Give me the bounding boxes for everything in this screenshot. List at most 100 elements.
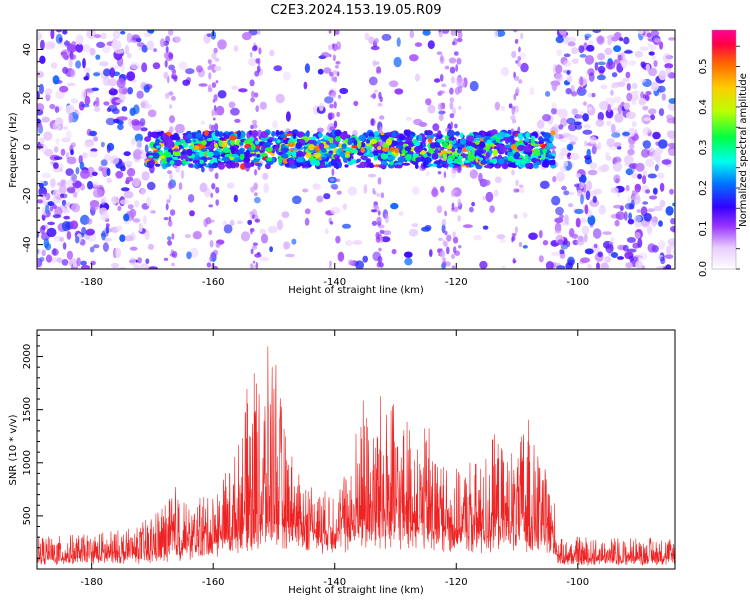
spectrogram-cell: [236, 130, 242, 138]
spectrogram-cell: [638, 97, 647, 106]
colorbar: 0.0 0.1 0.2 0.3 0.4 0.5 Normalized spectral a…: [698, 29, 749, 277]
spectrogram-cell: [163, 257, 169, 261]
spectrogram-cell: [604, 152, 610, 158]
spectrogram-cell: [591, 92, 596, 98]
spectrogram-cell: [339, 87, 349, 95]
spectrogram-cell: [617, 256, 624, 260]
spectrogram-cell: [131, 137, 136, 146]
spectrogram-cell: [497, 131, 506, 139]
spectrogram-cell: [161, 133, 167, 139]
spectrogram-cell: [140, 101, 146, 109]
spectrogram-cell: [542, 114, 551, 122]
spectrogram-cell: [124, 44, 130, 55]
spectrogram-cell: [582, 113, 589, 122]
spectrogram-cell: [359, 161, 367, 169]
spectrogram-cell: [235, 162, 240, 167]
spectrogram-cell: [575, 217, 581, 228]
spectrogram-cell: [379, 126, 383, 133]
spectrogram-cell: [54, 106, 60, 113]
spectrogram-cell: [529, 87, 535, 96]
spectrogram-cell: [275, 93, 285, 104]
spectrogram-cell: [215, 80, 219, 84]
spectrogram-cell: [219, 137, 225, 141]
spectrogram-cell: [356, 140, 362, 148]
spectrogram-cell: [328, 30, 332, 34]
spectrogram-cell: [287, 142, 295, 148]
spectrogram-cell: [255, 58, 260, 64]
spectrogram-cell: [155, 138, 160, 145]
spectrogram-cell: [319, 102, 324, 112]
spectrogram-cell: [576, 238, 585, 246]
spectrogram-cell: [63, 215, 71, 220]
spectrogram-cell: [558, 124, 564, 130]
spectrogram-cell: [524, 138, 530, 143]
spectrogram-cell: [545, 261, 554, 269]
spectrogram-cell: [452, 107, 456, 116]
spectrogram-cell: [213, 47, 218, 54]
spectrogram-cell: [520, 32, 524, 40]
spectrogram-cell: [187, 194, 195, 203]
spectrogram-cell: [41, 196, 47, 201]
spectrogram-cell: [579, 181, 585, 189]
spectrogram-cell: [65, 202, 71, 207]
spectrogram-cell: [642, 201, 649, 205]
spectrogram-cell: [55, 30, 63, 33]
spectrogram-cell: [168, 91, 174, 96]
spectrogram-cell: [278, 157, 283, 164]
spectrogram-cell: [252, 119, 257, 125]
spectrogram-cell: [412, 152, 417, 159]
spectrogram-cell: [39, 83, 44, 95]
spectrogram-cell: [205, 217, 212, 225]
spectrogram-cell: [317, 156, 323, 161]
spectrogram-cell: [226, 182, 235, 189]
spectrogram-cell: [332, 70, 338, 75]
spectrogram-cell: [65, 104, 75, 115]
spectrogram-cell: [100, 198, 106, 205]
spectrogram-cell: [67, 82, 76, 87]
spectrogram-cell: [302, 188, 309, 193]
spectrogram-cell: [394, 88, 404, 95]
spectrogram-cell: [81, 89, 87, 100]
spectrogram-cell: [411, 186, 420, 195]
spectrogram-cell: [587, 40, 594, 47]
colorbar-tick-label: 0.1: [698, 221, 709, 237]
spectrogram-cell: [168, 64, 176, 71]
spectrogram-cell: [40, 39, 45, 51]
spectrogram-cell: [55, 90, 65, 100]
spectrogram-cell: [508, 103, 513, 109]
spectrogram-cell: [550, 251, 560, 256]
spectrogram-cell: [211, 52, 217, 60]
spectrogram-cell: [507, 163, 516, 168]
spectrogram-cell: [508, 148, 513, 153]
spectrogram-cell: [469, 80, 479, 92]
spectrogram-cell: [340, 152, 346, 159]
spectrogram-cell: [100, 32, 107, 40]
spectrogram-cell: [377, 102, 383, 107]
spectrogram-cell: [259, 101, 267, 110]
spectrogram-cell: [670, 218, 675, 225]
spectrogram-cell: [337, 161, 343, 169]
spectrogram-cell: [37, 71, 44, 78]
spectrogram-cell: [437, 130, 442, 136]
spectrogram-cell: [563, 190, 570, 196]
spectrogram-cell: [166, 46, 169, 54]
spectrogram-cell: [315, 160, 321, 167]
spectrogram-cell: [334, 129, 342, 137]
spectrogram-cell: [514, 38, 519, 44]
spectrogram-cell: [344, 240, 353, 246]
spectrogram-cell: [167, 236, 172, 241]
spectrogram-cell: [59, 85, 69, 93]
spectrogram-cell: [385, 138, 392, 146]
spectrogram-cell: [206, 151, 215, 157]
spectrogram-cell: [250, 228, 253, 235]
spectrogram-cell: [409, 54, 419, 62]
spectrogram-cell: [597, 141, 602, 151]
spectrogram-cell: [511, 169, 515, 176]
spectrogram-cell: [610, 89, 614, 96]
spectrogram-cell: [280, 133, 286, 139]
spectrogram-cell: [329, 143, 337, 149]
spectrogram-cell: [329, 54, 332, 58]
spectrogram-cell: [56, 257, 63, 263]
spectrogram-cell: [329, 221, 334, 225]
spectrogram-cell: [163, 151, 172, 158]
